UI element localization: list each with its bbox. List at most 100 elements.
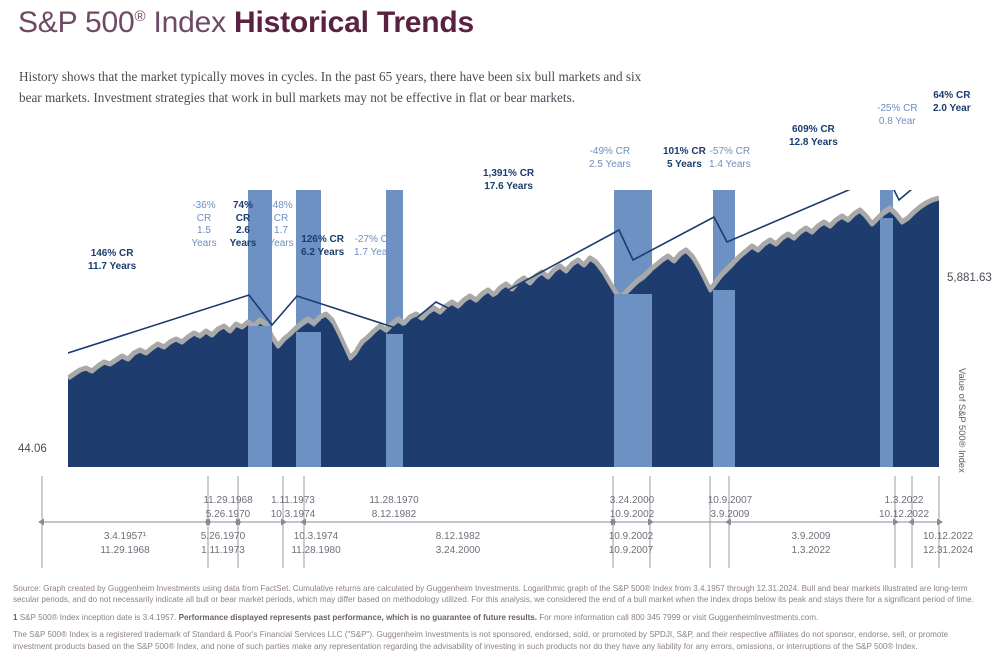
period-start: 10.9.2002	[608, 531, 654, 542]
timeline-bull-label-4: 8.12.1982 3.24.2000	[413, 530, 503, 557]
annotation-bull-5: 101% CR 5 Years	[663, 146, 706, 171]
annotation-cr: -36% CR	[192, 200, 216, 224]
timeline-bull-label-6: 3.9.2009 1.3.2022	[766, 530, 856, 557]
chart-end-value: 5,881.63	[947, 272, 992, 284]
timeline-bear-label-3: 11.28.1970 8.12.1982	[349, 494, 439, 521]
timeline-bear-label-2: 1.11.1973 10.3.1974	[248, 494, 338, 521]
timeline-axis: 11.29.1968 5.26.1970 1.11.1973 10.3.1974…	[0, 468, 997, 573]
inception-note: 1 S&P 500® Index inception date is 3.4.1…	[13, 612, 988, 623]
annotation-cr: -25% CR	[877, 103, 918, 114]
bear-band-5b	[713, 290, 735, 467]
annotation-years: 1.7 Years	[268, 225, 294, 249]
annotation-bear-3: -27% CR 1.7 Years	[354, 234, 396, 259]
annotation-bull-3: 126% CR 6.2 Years	[301, 234, 344, 259]
annotation-cr: 101% CR	[663, 146, 706, 157]
period-start: 1.3.2022	[884, 495, 924, 506]
timeline-bull-label-3: 10.3.1974 11.28.1980	[271, 530, 361, 557]
period-start: 5.26.1970	[200, 531, 246, 542]
period-start: 3.24.2000	[609, 495, 655, 506]
title-registered-mark: ®	[134, 8, 146, 25]
annotation-bull-1: 146% CR 11.7 Years	[88, 248, 136, 273]
period-start: 10.9.2007	[707, 495, 753, 506]
period-end: 10.9.2007	[608, 544, 654, 556]
bear-band-1b	[248, 326, 272, 467]
bear-band-2b	[296, 332, 321, 467]
timeline-bear-label-1: 11.29.1968 5.26.1970	[183, 494, 273, 521]
chart-container: 44.06 5,881.63 Value of S&P 500® Index	[0, 90, 997, 473]
chart-start-value: 44.06	[18, 443, 47, 455]
period-end: 11.29.1968	[100, 544, 150, 556]
timeline-bull-label-1: 3.4.1957¹ 11.29.1968	[80, 530, 170, 557]
annotation-bull-2: 74% CR 2.6 Years	[226, 200, 260, 250]
timeline-bull-label-7: 10.12.2022 12.31.2024	[903, 530, 993, 557]
period-start: 1.11.1973	[271, 495, 315, 506]
title-light-2: Index	[145, 6, 235, 39]
annotation-bull-7: 64% CR 2.0 Year	[933, 90, 971, 115]
annotation-years: 1.5 Years	[191, 225, 217, 249]
period-start: 11.28.1970	[369, 495, 419, 506]
annotation-cr: 74% CR	[232, 200, 253, 224]
y-axis-label: Value of S&P 500® Index	[957, 368, 967, 473]
index-line	[68, 195, 939, 381]
bear-band-3b	[386, 334, 403, 467]
footnote-text-b: For more information call 800 345 7999 o…	[537, 612, 819, 622]
secular-trend-line	[68, 190, 912, 354]
timeline-bear-label-5: 10.9.2007 3.9.2009	[685, 494, 775, 521]
annotation-years: 12.8 Years	[789, 136, 838, 148]
annotation-years: 5 Years	[666, 158, 702, 170]
annotation-bear-4: -49% CR 2.5 Years	[589, 146, 631, 171]
annotation-years: 2.6 Years	[229, 225, 257, 249]
period-end: 10.9.2002	[609, 508, 655, 520]
annotation-years: 0.8 Year	[878, 115, 916, 127]
annotation-cr: 64% CR	[933, 90, 971, 101]
annotation-bull-6: 609% CR 12.8 Years	[789, 124, 838, 149]
annotation-years: 11.7 Years	[88, 260, 137, 272]
bear-band-4b	[614, 294, 652, 467]
period-start: 10.3.1974	[293, 531, 339, 542]
timeline-bull-label-5: 10.9.2002 10.9.2007	[586, 530, 676, 557]
period-end: 11.28.1980	[291, 544, 341, 556]
period-start: 10.12.2022	[922, 531, 974, 542]
annotation-cr: 609% CR	[791, 124, 835, 135]
timeline-bear-label-6: 1.3.2022 10.12.2022	[859, 494, 949, 521]
annotation-bull-4: 1,391% CR 17.6 Years	[483, 168, 534, 193]
annotation-years: 1.4 Years	[709, 158, 751, 170]
title-bold: Historical Trends	[234, 6, 475, 39]
intro-paragraph: History shows that the market typically …	[19, 69, 642, 105]
period-end: 3.24.2000	[435, 544, 481, 556]
period-end: 8.12.1982	[371, 508, 417, 520]
annotation-cr: 1,391% CR	[483, 168, 535, 179]
period-end: 1.3.2022	[791, 544, 831, 556]
source-line-2: do not necessarily indicate all bull or …	[88, 595, 974, 605]
annotation-bear-1: -36% CR 1.5 Years	[187, 200, 221, 250]
title-light: S&P 500	[18, 6, 135, 39]
period-start: 11.29.1968	[203, 495, 253, 506]
timeline-bull-label-2: 5.26.1970 1.11.1973	[178, 530, 268, 557]
footnote-bold: Performance displayed represents past pe…	[178, 612, 538, 622]
period-end: 3.9.2009	[710, 508, 750, 520]
chart-plot-area	[68, 190, 939, 467]
timeline-bear-label-4: 3.24.2000 10.9.2002	[587, 494, 677, 521]
annotation-years: 17.6 Years	[484, 180, 533, 192]
annotation-cr: -27% CR	[354, 234, 396, 245]
annotation-years: 2.5 Years	[589, 158, 631, 170]
bear-band-6b	[880, 218, 893, 467]
page-title: S&P 500® Index Historical Trends	[18, 6, 474, 40]
footnote-number: 1	[13, 612, 18, 622]
trademark-note: The S&P 500® Index is a registered trade…	[13, 629, 988, 652]
period-end: 10.3.1974	[270, 508, 316, 520]
annotation-cr: -48% CR	[269, 200, 293, 224]
period-start: 8.12.1982	[435, 531, 481, 542]
annotation-cr: 126% CR	[301, 234, 344, 245]
footnote-text-a: S&P 500® Index inception date is 3.4.195…	[19, 612, 179, 622]
index-area-chart	[68, 190, 939, 467]
period-start: 3.9.2009	[791, 531, 831, 542]
footnotes: Source: Graph created by Guggenheim Inve…	[13, 583, 988, 658]
annotation-bear-6: -25% CR 0.8 Year	[877, 103, 918, 128]
annotation-years: 1.7 Years	[354, 246, 396, 258]
period-end: 12.31.2024	[922, 544, 974, 556]
period-start: 3.4.1957¹	[103, 531, 147, 542]
annotation-bear-2: -48% CR 1.7 Years	[264, 200, 298, 250]
period-end: 1.11.1973	[201, 544, 245, 556]
